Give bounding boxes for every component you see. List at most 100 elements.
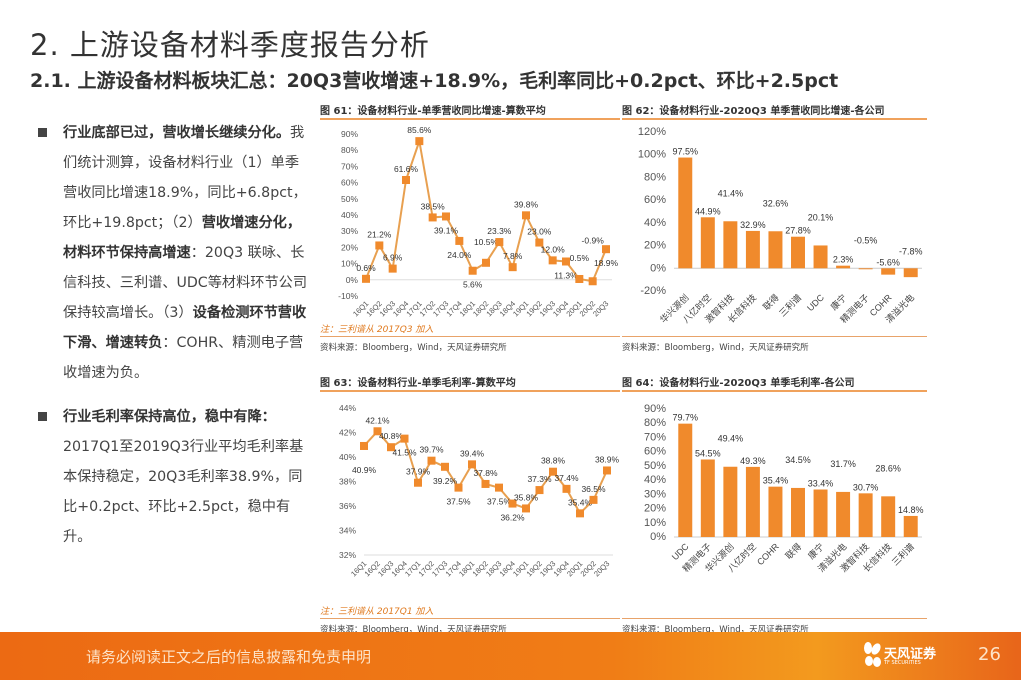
data-label: 49.3% — [740, 456, 766, 466]
bar — [768, 231, 783, 269]
bar — [678, 423, 693, 537]
y-tick-label: 34% — [339, 526, 356, 536]
data-label: 37.5% — [446, 497, 471, 507]
summary-text: 行业底部已过，营收增长继续分化。我们统计测算，设备材料行业（1）单季营收同比增速… — [38, 118, 310, 566]
y-tick-label: 80% — [644, 171, 666, 183]
x-tick-label: UDC — [805, 292, 826, 313]
y-tick-label: 36% — [339, 501, 356, 511]
data-label: 49.4% — [718, 434, 744, 444]
bar — [881, 268, 896, 275]
data-point — [562, 484, 571, 493]
bar — [700, 459, 715, 537]
section-subtitle: 2.1. 上游设备材料板块汇总：20Q3营收增速+18.9%，毛利率同比+0.2… — [30, 70, 839, 92]
data-label: 7.8% — [503, 251, 523, 261]
data-label: 37.4% — [554, 473, 579, 483]
data-label: 27.8% — [785, 226, 811, 236]
data-point — [360, 441, 368, 450]
body-text: ：COHR、精测电子营收增速为负。 — [63, 335, 304, 381]
data-label: 42.1% — [365, 415, 390, 425]
data-label: 44.9% — [695, 206, 721, 216]
bar — [745, 466, 760, 537]
y-tick-label: 80% — [644, 417, 666, 429]
x-tick-label: 联得 — [760, 292, 781, 313]
data-point — [400, 434, 409, 443]
data-point — [548, 256, 557, 265]
data-label: 85.6% — [407, 125, 432, 135]
data-point — [454, 483, 463, 492]
bold-text: 设备检测环节营收下滑、增速转负 — [63, 305, 307, 351]
y-tick-label: 40% — [644, 474, 666, 486]
data-label: 41.4% — [718, 188, 744, 198]
data-label: 23.3% — [487, 226, 512, 236]
chart-source: 资料来源：Bloomberg，Wind，天风证券研究所 — [320, 343, 507, 353]
data-label: 36.2% — [500, 513, 525, 523]
divider — [320, 118, 620, 120]
data-label: 6.9% — [383, 253, 403, 263]
data-label: 39.2% — [433, 476, 458, 486]
data-label: 97.5% — [673, 147, 699, 157]
data-label: 54.5% — [695, 448, 721, 458]
y-tick-label: 70% — [341, 161, 358, 171]
data-label: 41.5% — [392, 448, 417, 458]
data-point — [375, 241, 384, 250]
y-tick-label: 40% — [644, 217, 666, 229]
data-label: 0.6% — [356, 263, 376, 273]
data-label: 11.3% — [554, 270, 578, 280]
chart-note: 注：三利谱从 2017Q3 加入 — [320, 325, 434, 335]
data-label: 79.7% — [673, 413, 699, 423]
data-point — [442, 212, 450, 221]
bar — [858, 268, 873, 270]
data-point — [589, 495, 598, 504]
data-point — [576, 509, 584, 518]
disclaimer-link[interactable]: 请务必阅读正文之后的信息披露和免责申明 — [86, 648, 372, 666]
flower-logo-icon — [864, 642, 881, 667]
data-label: -7.8% — [899, 246, 923, 256]
data-label: 24.0% — [447, 250, 472, 260]
data-label: 18.9% — [594, 258, 619, 268]
y-tick-label: 42% — [339, 428, 356, 438]
y-tick-label: 0% — [650, 531, 666, 543]
bullet-icon — [38, 412, 47, 421]
data-point — [387, 443, 395, 452]
data-point — [495, 238, 504, 247]
data-point — [402, 176, 410, 185]
bar — [768, 486, 783, 537]
data-point — [602, 245, 610, 254]
y-tick-label: 60% — [644, 194, 666, 206]
x-tick-label: 康宁 — [828, 292, 849, 313]
chart-title: 图 64：设备材料行业-2020Q3 单季毛利率-各公司 — [622, 378, 855, 389]
y-tick-label: 90% — [341, 129, 358, 139]
y-tick-label: 10% — [341, 259, 358, 269]
data-point — [455, 236, 464, 245]
chart-note: 注：三利谱从 2017Q1 加入 — [320, 607, 434, 617]
chart-source: 资料来源：Bloomberg，Wind，天风证券研究所 — [622, 343, 809, 353]
data-point — [415, 137, 424, 146]
x-tick-label: 20Q3 — [591, 299, 610, 318]
data-label: 28.6% — [875, 463, 901, 473]
divider — [320, 336, 620, 337]
x-tick-label: 三利谱 — [777, 292, 804, 319]
data-label: 10.5% — [474, 237, 499, 247]
y-tick-label: 20% — [341, 242, 358, 252]
chart-61: -10% 0% 10% 20% 30% 40% 50% 60% 70% 80% 90% 0.6% 21.… — [338, 125, 619, 318]
data-label: 39.4% — [460, 448, 485, 458]
y-tick-label: 40% — [339, 452, 356, 462]
data-label: 35.4% — [568, 497, 593, 507]
data-label: 39.8% — [514, 199, 539, 209]
data-point — [468, 266, 477, 275]
data-point — [414, 478, 422, 487]
chart-panel-63: 图 63：设备材料行业-单季毛利率-算数平均 32% 34% 36% 38% 40% 42… — [320, 374, 620, 635]
divider — [622, 618, 927, 619]
data-point — [482, 258, 490, 267]
data-point — [388, 264, 397, 273]
bar — [723, 466, 738, 537]
data-point — [508, 499, 517, 508]
data-label: 37.5% — [487, 497, 512, 507]
data-label: 37.9% — [406, 467, 431, 477]
bullet-icon — [38, 128, 47, 137]
bar — [836, 491, 851, 537]
y-tick-label: 0% — [346, 275, 359, 285]
data-label: 21.2% — [367, 229, 392, 239]
data-label: 40.8% — [379, 431, 404, 441]
logo-text: 天风证券 — [884, 647, 937, 662]
